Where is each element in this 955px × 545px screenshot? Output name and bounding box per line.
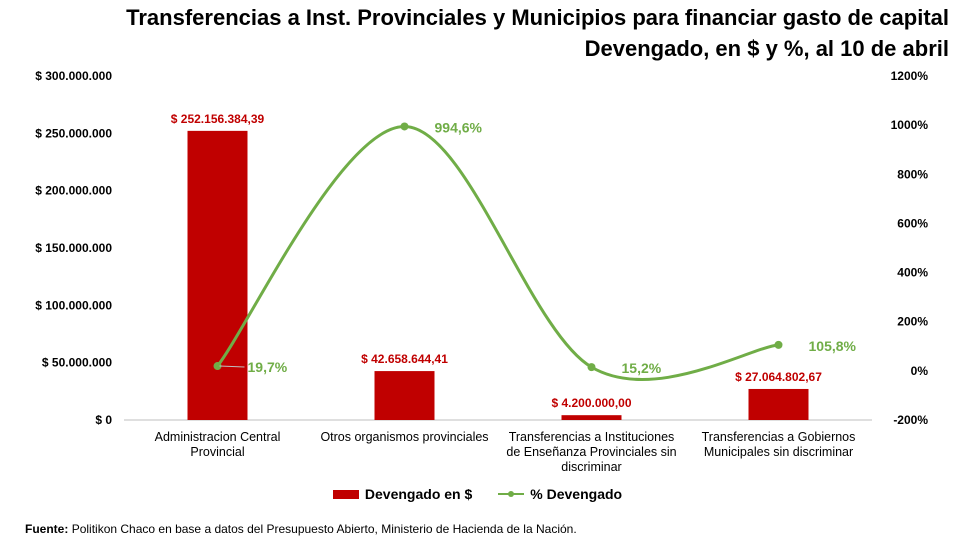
bar [374,371,435,420]
x-tick-label: Otros organismos provinciales [320,430,488,444]
bar-data-label: $ 252.156.384,39 [171,112,265,126]
x-tick-label: Provincial [190,445,244,459]
legend-item-bar[interactable]: Devengado en $ [332,486,473,502]
bar-data-label: $ 4.200.000,00 [551,396,631,410]
x-tick-label: Transferencias a Gobiernos [702,430,856,444]
line-point [400,122,409,131]
line-data-label: 15,2% [622,360,662,376]
label-leader-line [219,365,245,368]
x-tick-label: Transferencias a Instituciones [509,430,675,444]
line-point [774,340,783,349]
x-tick-label: Municipales sin discriminar [704,445,853,459]
legend-line-label: % Devengado [530,486,623,502]
combo-chart: $ 0 $ 50.000.000 $ 100.000.000 $ 150.000.00… [35,69,929,474]
y-left-tick-label: $ 300.000.000 [35,69,112,83]
y-left-tick-label: $ 150.000.000 [35,241,112,255]
bar [748,388,809,420]
y-right-tick-label: 1000% [891,118,929,132]
y-right-tick-label: 400% [897,266,928,280]
bar [187,130,248,421]
y-right-tick-label: 1200% [891,69,929,83]
legend: Devengado en $ % Devengado [0,486,955,502]
y-left-tick-label: $ 200.000.000 [35,184,112,198]
x-tick-label: Administracion Central [155,430,281,444]
line-data-label: 19,7% [248,359,288,375]
y-right-tick-label: -200% [893,413,928,427]
chart-subtitle: Devengado, en $ y %, al 10 de abril [584,36,949,61]
source-label: Fuente: [25,522,69,536]
line-data-label: 105,8% [809,338,857,354]
legend-bar-label: Devengado en $ [364,486,473,502]
chart-title: Transferencias a Inst. Provinciales y Mu… [126,5,949,30]
source-note: Fuente: Politikon Chaco en base a datos … [25,522,577,536]
y-left-tick-label: $ 0 [95,413,112,427]
y-left-tick-label: $ 100.000.000 [35,298,112,312]
y-right-tick-label: 200% [897,315,928,329]
legend-line-swatch [498,489,525,499]
y-right-tick-label: 600% [897,216,928,230]
y-left-tick-label: $ 250.000.000 [35,126,112,140]
bar-data-label: $ 27.064.802,67 [735,370,822,384]
y-right-tick-label: 0% [911,364,929,378]
line-data-label: 994,6% [435,119,483,135]
legend-item-line[interactable]: % Devengado [498,486,622,502]
bar-data-label: $ 42.658.644,41 [361,352,448,366]
line-series [216,124,779,381]
line-point [213,362,222,371]
bar [561,415,622,420]
x-tick-label: discriminar [561,460,621,474]
legend-bar-swatch [332,489,359,499]
y-left-tick-label: $ 50.000.000 [42,356,112,370]
y-right-tick-label: 800% [897,167,928,181]
source-text: Politikon Chaco en base a datos del Pres… [71,522,577,536]
x-tick-label: de Enseñanza Provinciales sin [506,445,676,459]
line-point [587,363,596,372]
